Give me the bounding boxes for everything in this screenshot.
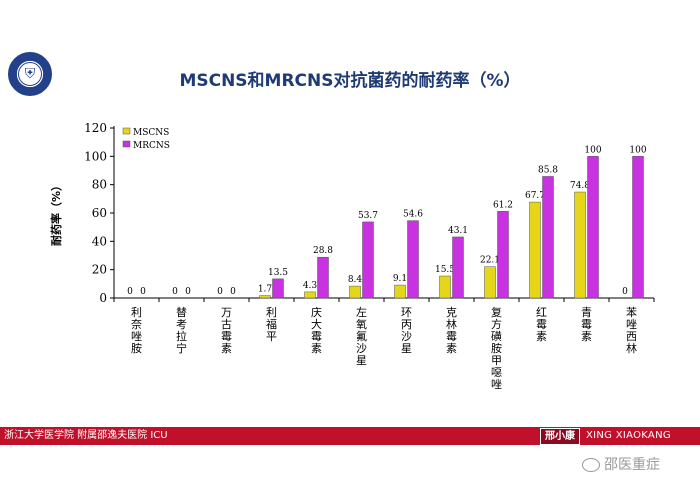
bar-mrcns bbox=[632, 156, 644, 299]
x-tick-label: 左氧氟沙星 bbox=[356, 306, 367, 367]
x-tick-label: 利奈唑胺 bbox=[131, 306, 142, 355]
x-tick-label: 复方磺胺甲噁唑 bbox=[491, 305, 502, 391]
data-label: 0 bbox=[172, 287, 178, 297]
x-tick-label: 环丙沙星 bbox=[401, 306, 412, 355]
legend-swatch-mscns bbox=[122, 127, 131, 135]
bar-mscns bbox=[349, 285, 361, 299]
data-label: 54.6 bbox=[403, 210, 423, 220]
y-tick-label: 80 bbox=[92, 178, 107, 192]
data-label: 0 bbox=[127, 287, 133, 297]
bar-mrcns bbox=[407, 220, 419, 299]
bar-mscns bbox=[259, 295, 271, 299]
footer-author-name: XING XIAOKANG bbox=[586, 430, 671, 441]
x-tick-label: 利福平 bbox=[266, 306, 277, 343]
bar-mscns bbox=[574, 191, 586, 299]
bar-mrcns bbox=[272, 278, 284, 299]
watermark-text: 邵医重症 bbox=[604, 457, 660, 473]
footer-author-badge: 邢小康 bbox=[540, 428, 580, 445]
data-label: 43.1 bbox=[448, 226, 468, 236]
data-label: 85.8 bbox=[538, 165, 558, 175]
data-label: 15.5 bbox=[435, 265, 455, 275]
y-tick-label: 40 bbox=[92, 234, 107, 248]
seal-shield-icon: ⛨ bbox=[24, 66, 36, 82]
x-tick-label: 苯唑西林 bbox=[626, 305, 637, 355]
data-label: 28.8 bbox=[313, 246, 333, 256]
footer-bar: 浙江大学医学院 附属邵逸夫医院 ICU 邢小康 XING XIAOKANG bbox=[0, 427, 700, 445]
data-label: 22.1 bbox=[480, 256, 500, 266]
bar-mrcns bbox=[587, 156, 599, 299]
legend-label: MSCNS bbox=[133, 128, 169, 138]
bar-mrcns bbox=[317, 256, 329, 299]
data-label: 53.7 bbox=[358, 211, 378, 221]
bar-mscns bbox=[304, 291, 316, 299]
data-label: 8.4 bbox=[348, 275, 363, 285]
wechat-icon bbox=[582, 458, 600, 472]
bar-mscns bbox=[394, 284, 406, 299]
bar-mscns bbox=[484, 266, 496, 299]
y-axis-label: 耐药率（%） bbox=[49, 180, 63, 246]
x-tick-label: 万古霉素 bbox=[221, 306, 232, 355]
data-label: 0 bbox=[185, 287, 191, 297]
y-tick-label: 120 bbox=[84, 121, 107, 135]
y-tick-label: 60 bbox=[92, 206, 107, 220]
data-label: 100 bbox=[584, 145, 601, 155]
bar-mscns bbox=[529, 201, 541, 299]
university-seal-icon: ⛨ bbox=[8, 52, 52, 96]
legend-label: MRCNS bbox=[133, 141, 170, 151]
bar-mrcns bbox=[452, 236, 464, 299]
data-label: 1.7 bbox=[258, 285, 273, 295]
data-label: 0 bbox=[140, 287, 146, 297]
y-tick-label: 0 bbox=[99, 291, 107, 305]
data-label: 13.5 bbox=[268, 268, 288, 278]
x-tick-label: 庆大霉素 bbox=[311, 305, 322, 355]
bar-mrcns bbox=[362, 221, 374, 299]
chart-title: MSCNS和MRCNS对抗菌药的耐药率（%） bbox=[179, 71, 521, 91]
legend-swatch-mrcns bbox=[122, 140, 131, 148]
data-label: 9.1 bbox=[393, 274, 407, 284]
y-tick-label: 100 bbox=[84, 149, 107, 163]
x-tick-label: 青霉素 bbox=[581, 306, 592, 343]
watermark: 邵医重症 bbox=[582, 454, 660, 474]
data-label: 4.3 bbox=[303, 281, 318, 291]
seal-center bbox=[18, 62, 42, 86]
x-tick-label: 替考拉宁 bbox=[176, 305, 187, 355]
bar-mrcns bbox=[542, 176, 554, 299]
data-label: 0 bbox=[230, 287, 236, 297]
data-label: 67.7 bbox=[525, 191, 545, 201]
data-label: 0 bbox=[622, 287, 628, 297]
data-label: 100 bbox=[629, 145, 646, 155]
x-tick-label: 红霉素 bbox=[536, 306, 547, 343]
bar-mscns bbox=[439, 275, 451, 299]
y-tick-label: 20 bbox=[92, 263, 107, 277]
footer-institution: 浙江大学医学院 附属邵逸夫医院 ICU bbox=[4, 430, 168, 441]
data-label: 0 bbox=[217, 287, 223, 297]
data-label: 61.2 bbox=[493, 200, 513, 210]
bar-mrcns bbox=[497, 211, 509, 299]
x-tick-label: 克林霉素 bbox=[446, 306, 457, 355]
data-label: 74.8 bbox=[570, 181, 590, 191]
